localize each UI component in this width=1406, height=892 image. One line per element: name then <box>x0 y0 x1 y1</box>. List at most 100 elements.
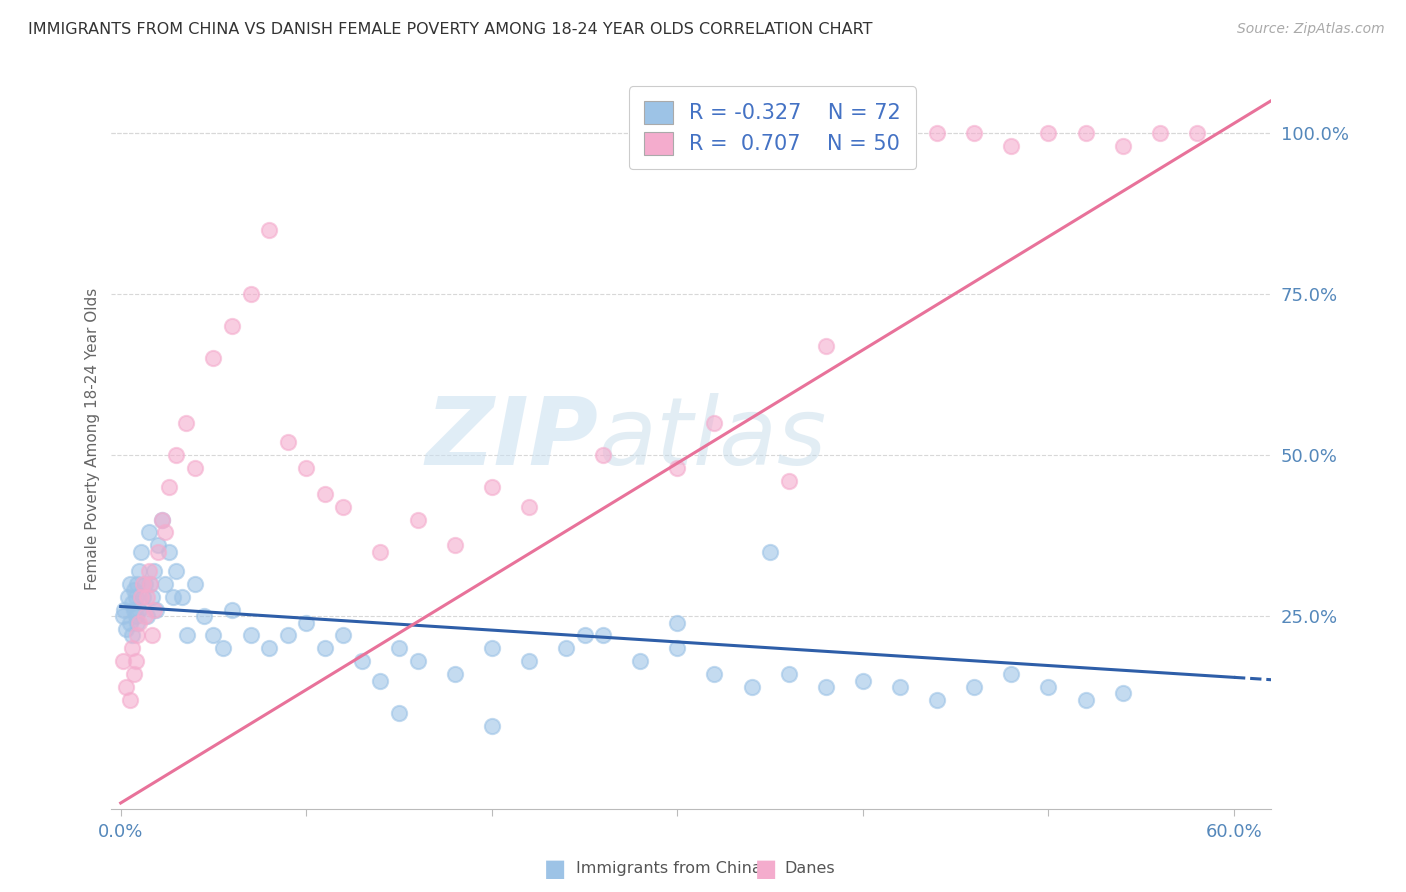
Point <box>155 577 177 591</box>
Point <box>115 680 138 694</box>
Point <box>115 622 138 636</box>
Point <box>143 603 166 617</box>
Text: Danes: Danes <box>785 862 835 876</box>
Point <box>118 615 141 630</box>
Point <box>128 603 150 617</box>
Point <box>127 628 149 642</box>
Text: Immigrants from China: Immigrants from China <box>576 862 762 876</box>
Point <box>124 609 146 624</box>
Point <box>135 609 157 624</box>
Point <box>927 126 949 140</box>
Point <box>124 590 146 604</box>
Point <box>122 603 145 617</box>
Point <box>118 577 141 591</box>
Point <box>388 641 411 656</box>
Point <box>155 525 177 540</box>
Text: Source: ZipAtlas.com: Source: ZipAtlas.com <box>1237 22 1385 37</box>
Point <box>889 138 911 153</box>
Text: IMMIGRANTS FROM CHINA VS DANISH FEMALE POVERTY AMONG 18-24 YEAR OLDS CORRELATION: IMMIGRANTS FROM CHINA VS DANISH FEMALE P… <box>28 22 873 37</box>
Text: atlas: atlas <box>599 393 827 484</box>
Point <box>202 628 225 642</box>
Point <box>134 577 156 591</box>
Point <box>370 545 392 559</box>
Point <box>139 577 162 591</box>
Point <box>129 545 152 559</box>
Point <box>759 545 782 559</box>
Point <box>193 609 215 624</box>
Point <box>118 693 141 707</box>
Point <box>778 667 800 681</box>
Point <box>406 654 429 668</box>
Point <box>1038 126 1060 140</box>
Point <box>443 538 465 552</box>
Point <box>406 512 429 526</box>
Point <box>129 590 152 604</box>
Point <box>1000 138 1022 153</box>
Point <box>176 628 198 642</box>
Point <box>127 577 149 591</box>
Point <box>239 628 262 642</box>
Point <box>112 603 135 617</box>
Point <box>132 577 155 591</box>
Point <box>963 680 986 694</box>
Point <box>184 461 207 475</box>
Text: ■: ■ <box>755 857 778 880</box>
Point <box>146 538 169 552</box>
Point <box>117 590 139 604</box>
Point <box>1111 138 1133 153</box>
Point <box>202 351 225 366</box>
Point <box>221 603 243 617</box>
Point <box>332 628 354 642</box>
Point <box>132 590 155 604</box>
Point <box>157 480 180 494</box>
Point <box>388 706 411 720</box>
Point <box>239 287 262 301</box>
Point <box>141 628 163 642</box>
Point <box>134 609 156 624</box>
Point <box>778 474 800 488</box>
Point <box>666 615 689 630</box>
Point <box>927 693 949 707</box>
Point <box>628 654 651 668</box>
Point <box>138 564 160 578</box>
Point <box>122 667 145 681</box>
Point <box>145 603 167 617</box>
Point <box>592 448 614 462</box>
Point <box>150 512 173 526</box>
Point <box>481 719 503 733</box>
Point <box>165 564 187 578</box>
Point <box>1000 667 1022 681</box>
Point <box>295 461 318 475</box>
Point <box>1149 126 1171 140</box>
Point <box>211 641 233 656</box>
Point <box>184 577 207 591</box>
Point <box>128 564 150 578</box>
Point <box>1074 126 1097 140</box>
Point <box>277 628 299 642</box>
Point <box>121 641 143 656</box>
Point <box>666 641 689 656</box>
Point <box>963 126 986 140</box>
Point <box>350 654 373 668</box>
Point <box>666 461 689 475</box>
Point <box>443 667 465 681</box>
Point <box>165 448 187 462</box>
Point <box>174 416 197 430</box>
Point <box>555 641 578 656</box>
Point <box>141 590 163 604</box>
Point <box>517 654 540 668</box>
Point <box>257 222 280 236</box>
Point <box>370 673 392 688</box>
Text: ■: ■ <box>544 857 567 880</box>
Point <box>741 680 763 694</box>
Point <box>1185 126 1208 140</box>
Point <box>121 628 143 642</box>
Point <box>295 615 318 630</box>
Point <box>150 512 173 526</box>
Y-axis label: Female Poverty Among 18-24 Year Olds: Female Poverty Among 18-24 Year Olds <box>86 288 100 591</box>
Point <box>703 667 725 681</box>
Point <box>592 628 614 642</box>
Point <box>139 577 162 591</box>
Point <box>703 416 725 430</box>
Point <box>138 525 160 540</box>
